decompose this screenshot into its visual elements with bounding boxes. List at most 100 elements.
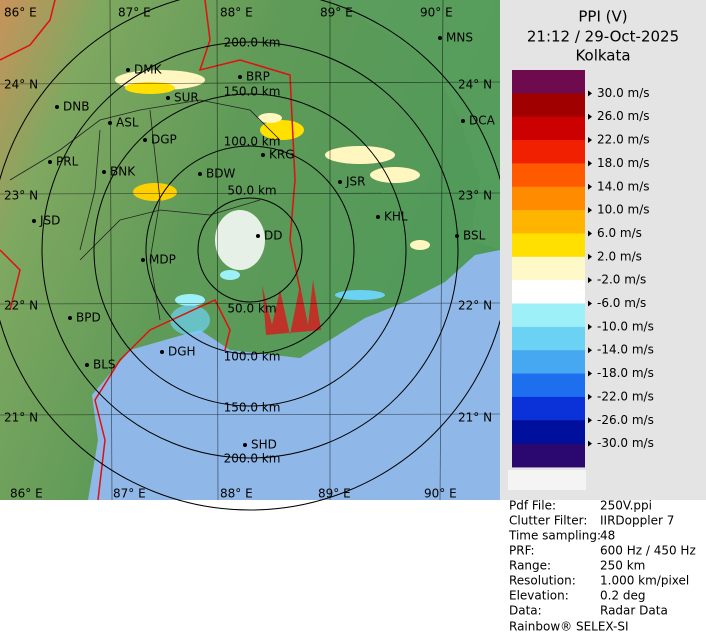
city-dot [160, 350, 164, 354]
legend-label: -26.0 m/s [597, 413, 654, 427]
city-label: JSD [39, 214, 60, 228]
legend-label: 30.0 m/s [597, 86, 650, 100]
info-value: 600 Hz / 450 Hz [600, 544, 696, 558]
city-dot [68, 316, 72, 320]
legend-label: -10.0 m/s [597, 319, 654, 333]
city-dot [85, 363, 89, 367]
lon-label: 87° E [118, 6, 151, 20]
ring-label: 150.0 km [224, 401, 281, 415]
legend-swatch [512, 186, 585, 211]
footer: Rainbow® SELEX-SI [509, 620, 629, 634]
lon-label: 88° E [220, 6, 253, 20]
info-label: Time sampling: [508, 529, 601, 543]
city-dot [126, 68, 130, 72]
legend-arrow [588, 90, 592, 97]
graticule [0, 0, 501, 501]
info-label: Data: [509, 604, 542, 618]
legend-label: -30.0 m/s [597, 436, 654, 450]
legend-swatch [512, 396, 585, 421]
city-label: BLS [93, 358, 116, 372]
boundaries-red [0, 0, 301, 501]
legend-swatch [512, 280, 585, 304]
legend-swatch [512, 326, 585, 351]
info-label: Resolution: [509, 574, 576, 588]
info-label: PRF: [509, 544, 535, 558]
legend-arrow [588, 393, 592, 400]
lon-label: 90° E [424, 487, 457, 501]
legend-swatch [512, 140, 585, 164]
title: PPI (V) [578, 8, 627, 26]
city-dot [438, 36, 442, 40]
city-label: DGP [151, 133, 177, 147]
lon-label: 89° E [320, 6, 353, 20]
legend-label: -18.0 m/s [597, 366, 654, 380]
lon-label: 86° E [10, 487, 43, 501]
legend-arrow [588, 440, 592, 447]
legend-swatch [512, 233, 585, 258]
legend-arrow [588, 300, 592, 307]
city-label: DCA [469, 114, 496, 128]
legend-label: 26.0 m/s [597, 109, 650, 123]
info-value: 1.000 km/pixel [600, 574, 689, 588]
city-dot [55, 105, 59, 109]
city-label: BPD [76, 311, 101, 325]
ring-label: 100.0 km [224, 350, 281, 364]
legend-arrow [588, 160, 592, 167]
boundaries-black [9, 99, 281, 321]
legend-label: -6.0 m/s [597, 296, 646, 310]
lon-label: 86° E [4, 6, 37, 20]
city-dot [102, 170, 106, 174]
sea [88, 250, 500, 500]
ring-label: 200.0 km [224, 36, 281, 50]
station: Kolkata [575, 47, 630, 65]
legend-swatch [512, 116, 585, 141]
city-label: BNK [110, 165, 136, 179]
city-dot [141, 258, 145, 262]
legend-label: 10.0 m/s [597, 203, 650, 217]
city-dot [261, 153, 265, 157]
lon-label: 89° E [318, 487, 351, 501]
city-label: DNB [63, 100, 89, 114]
info-label: Clutter Filter: [509, 514, 587, 528]
legend-arrow [588, 230, 592, 237]
info-label: Pdf File: [509, 499, 556, 513]
city-dot [166, 96, 170, 100]
city-label: MDP [149, 253, 176, 267]
city-label: SHD [251, 438, 277, 452]
city-label: BDW [206, 167, 235, 181]
info-label: Range: [509, 559, 551, 573]
ring-label: 150.0 km [224, 85, 281, 99]
legend-swatch [512, 373, 585, 398]
legend-swatch [512, 303, 585, 328]
city-label: DMK [134, 63, 163, 77]
ring-label: 100.0 km [224, 135, 281, 149]
legend-arrow [588, 277, 592, 284]
city-label: SUR [174, 91, 199, 105]
ring-label: 50.0 km [227, 184, 276, 198]
legend-swatch [512, 350, 585, 375]
info-value: 48 [600, 529, 615, 543]
legend-label: -2.0 m/s [597, 273, 646, 287]
city-label: JSR [345, 175, 366, 189]
info-value: 250V.ppi [600, 499, 652, 513]
city-dot [48, 160, 52, 164]
city-dot [143, 138, 147, 142]
legend-arrow [588, 370, 592, 377]
legend-label: 2.0 m/s [597, 249, 642, 263]
legend-swatch [512, 443, 585, 468]
ring-label: 50.0 km [227, 302, 276, 316]
legend-swatch [512, 210, 585, 234]
city-label: BRP [246, 70, 270, 84]
legend-label: -22.0 m/s [597, 389, 654, 403]
legend-arrow [588, 417, 592, 424]
info-value: IIRDoppler 7 [600, 514, 674, 528]
city-dot [198, 172, 202, 176]
city-label: BSL [463, 229, 486, 243]
info-label: Elevation: [509, 589, 569, 603]
info-value: Radar Data [600, 604, 668, 618]
city-label: KHL [384, 210, 408, 224]
ring-label: 200.0 km [224, 452, 281, 466]
legend-arrow [588, 113, 592, 120]
